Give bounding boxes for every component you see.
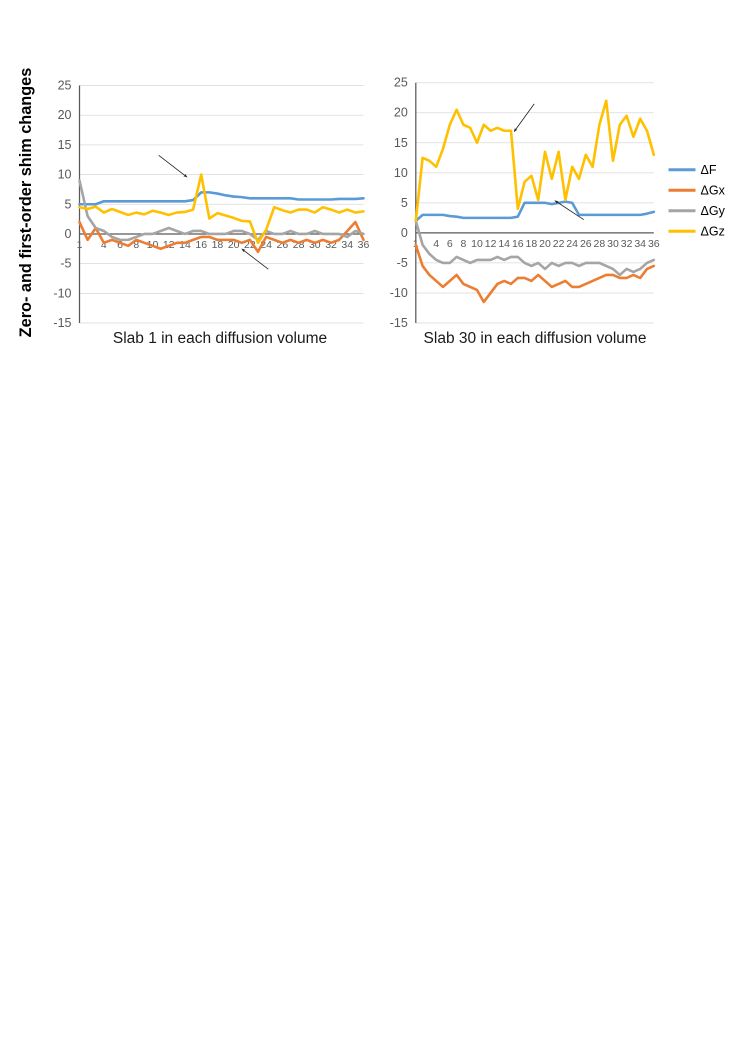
svg-text:8: 8 bbox=[460, 238, 466, 250]
svg-text:ΔGx: ΔGx bbox=[701, 184, 726, 198]
svg-text:15: 15 bbox=[394, 136, 408, 150]
svg-text:-5: -5 bbox=[397, 256, 408, 270]
svg-text:36: 36 bbox=[648, 238, 660, 250]
svg-text:5: 5 bbox=[401, 196, 408, 210]
svg-text:18: 18 bbox=[526, 238, 538, 250]
svg-text:14: 14 bbox=[498, 238, 510, 250]
svg-text:30: 30 bbox=[607, 238, 619, 250]
svg-text:16: 16 bbox=[512, 238, 524, 250]
svg-text:10: 10 bbox=[471, 238, 483, 250]
svg-text:24: 24 bbox=[566, 238, 578, 250]
svg-text:6: 6 bbox=[447, 238, 453, 250]
svg-text:-15: -15 bbox=[390, 316, 408, 330]
svg-text:4: 4 bbox=[433, 238, 439, 250]
svg-text:28: 28 bbox=[594, 238, 606, 250]
svg-text:34: 34 bbox=[634, 238, 646, 250]
svg-text:ΔGy: ΔGy bbox=[701, 204, 726, 218]
svg-text:ΔGz: ΔGz bbox=[701, 225, 725, 239]
svg-text:ΔF: ΔF bbox=[701, 163, 717, 177]
svg-text:0: 0 bbox=[401, 226, 408, 240]
svg-text:10: 10 bbox=[394, 166, 408, 180]
svg-text:12: 12 bbox=[485, 238, 497, 250]
svg-text:32: 32 bbox=[621, 238, 633, 250]
svg-text:20: 20 bbox=[539, 238, 551, 250]
svg-text:20: 20 bbox=[394, 106, 408, 120]
svg-text:26: 26 bbox=[580, 238, 592, 250]
svg-text:25: 25 bbox=[394, 76, 408, 90]
svg-text:-10: -10 bbox=[390, 286, 408, 300]
svg-text:22: 22 bbox=[553, 238, 565, 250]
